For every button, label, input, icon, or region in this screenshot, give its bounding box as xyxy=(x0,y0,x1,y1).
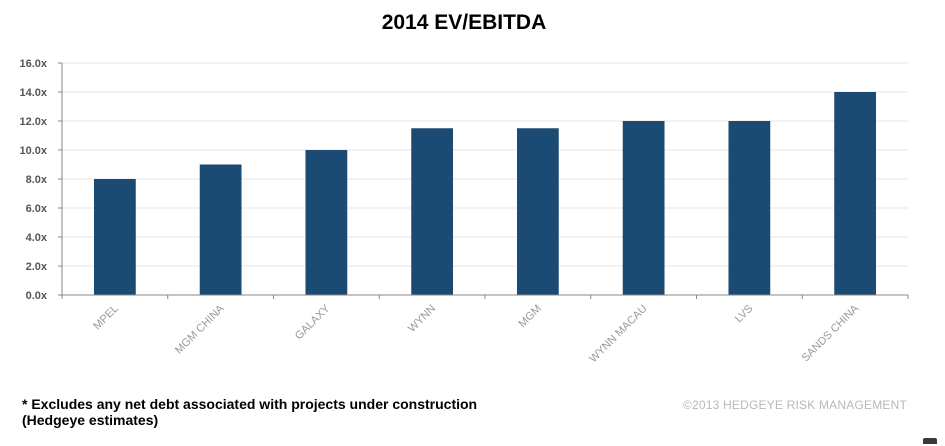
y-tick-label: 16.0x xyxy=(19,58,47,70)
y-tick-label: 14.0x xyxy=(19,87,47,99)
bar xyxy=(93,179,136,295)
y-tick-label: 10.0x xyxy=(19,145,47,157)
x-axis-category-labels: MPEL MGM CHINA GALAXY WYNN MGM WYNN MACAU LVS S… xyxy=(91,302,861,365)
x-category-label: MGM xyxy=(516,303,543,330)
x-category-label: WYNN MACAU xyxy=(587,303,650,366)
bar xyxy=(622,121,665,295)
bar xyxy=(834,92,877,295)
chart-title: 2014 EV/EBITDA xyxy=(382,11,547,34)
x-category-label: SANDS CHINA xyxy=(800,302,862,364)
gridlines xyxy=(62,62,908,267)
x-category-label: LVS xyxy=(733,303,756,326)
bar xyxy=(199,164,242,295)
y-tick-label: 12.0x xyxy=(19,116,47,128)
y-tick-label: 2.0x xyxy=(26,261,48,273)
bar xyxy=(305,150,348,295)
y-tick-label: 8.0x xyxy=(26,174,48,186)
footnote-line-1: * Excludes any net debt associated with … xyxy=(22,396,478,412)
bar xyxy=(516,128,559,295)
y-tick-label: 6.0x xyxy=(26,203,48,215)
y-tick-label: 4.0x xyxy=(26,232,48,244)
bar xyxy=(728,121,771,295)
axes xyxy=(58,62,909,299)
bars xyxy=(93,92,877,295)
x-category-label: WYNN xyxy=(406,303,438,335)
chart: 2014 EV/EBITDA 0.0x 2.0x 4.0x 6.0x 8.0x 10.0x… xyxy=(19,11,909,365)
copyright-notice: ©2013 HEDGEYE RISK MANAGEMENT xyxy=(682,398,907,412)
bar xyxy=(411,128,454,295)
x-category-label: GALAXY xyxy=(293,302,333,342)
corner-decoration xyxy=(923,438,937,444)
x-category-label: MGM CHINA xyxy=(173,302,227,356)
y-axis-tick-labels: 0.0x 2.0x 4.0x 6.0x 8.0x 10.0x 12.0x 14.0x 16.0x xyxy=(19,58,47,302)
footnote: * Excludes any net debt associated with … xyxy=(22,396,477,428)
y-tick-label: 0.0x xyxy=(26,290,48,302)
footnote-line-2: (Hedgeye estimates) xyxy=(22,412,159,428)
x-category-label: MPEL xyxy=(91,303,121,333)
